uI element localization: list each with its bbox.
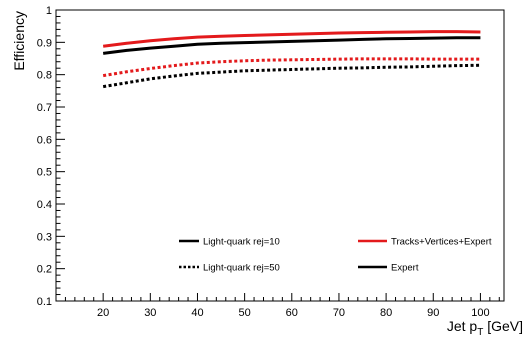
x-tick-label: 40 — [191, 307, 203, 319]
series-line-3 — [102, 63, 481, 89]
x-tick-label: 30 — [144, 307, 156, 319]
x-axis-title-subscript: T — [477, 327, 483, 337]
plot-area: 20 30 40 50 60 70 80 90 100 0.10.20.30.40.50.60.… — [37, 5, 505, 319]
legend-label-rej50: Light-quark rej=50 — [203, 263, 280, 274]
y-tick-label: 0.6 — [37, 134, 52, 146]
x-tick-label: 20 — [97, 307, 109, 319]
x-tick-label: 70 — [333, 307, 345, 319]
legend-label-expert: Expert — [391, 263, 419, 274]
x-tick-label: 100 — [471, 307, 489, 319]
x-axis-ticks: 20 30 40 50 60 70 80 90 100 — [64, 293, 500, 319]
y-axis-ticks: 0.1 0.2 0.3 0.4 0.5 0.6 0.7 0.8 0.9 1 — [37, 5, 65, 308]
series-line-2 — [102, 57, 481, 78]
y-tick-label: 1 — [46, 5, 52, 17]
legend-entry: Light-quark rej=10 — [179, 237, 280, 248]
plot-frame — [55, 9, 505, 302]
y-tick-label: 0.9 — [37, 37, 52, 49]
legend-label-tracks-vertices-expert: Tracks+Vertices+Expert — [391, 237, 492, 248]
legend-entry: Expert — [358, 263, 419, 274]
y-tick-label: 0.3 — [37, 231, 52, 243]
y-tick-label: 0.2 — [37, 264, 52, 276]
x-tick-label: 90 — [427, 307, 439, 319]
y-tick-label: 0.7 — [37, 102, 52, 114]
x-tick-label: 80 — [380, 307, 392, 319]
x-axis-title-suffix: [GeV] — [483, 318, 523, 334]
x-axis-title: Jet pT [GeV] — [447, 318, 523, 337]
legend-label-rej10: Light-quark rej=10 — [203, 237, 280, 248]
series-lines — [102, 30, 481, 89]
y-axis-title: Efficiency — [11, 11, 27, 71]
legend: Light-quark rej=10 Tracks+Vertices+Exper… — [179, 237, 492, 274]
x-tick-label: 60 — [286, 307, 298, 319]
series-line-0 — [102, 30, 481, 48]
series-line-1 — [102, 36, 481, 55]
y-tick-label: 0.8 — [37, 70, 52, 82]
x-axis-title-prefix: Jet p — [447, 318, 478, 334]
y-tick-label: 0.4 — [37, 199, 52, 211]
y-tick-label: 0.1 — [37, 296, 52, 308]
x-tick-label: 50 — [239, 307, 251, 319]
legend-entry: Light-quark rej=50 — [179, 263, 280, 274]
legend-entry: Tracks+Vertices+Expert — [358, 237, 492, 248]
y-tick-label: 0.5 — [37, 167, 52, 179]
